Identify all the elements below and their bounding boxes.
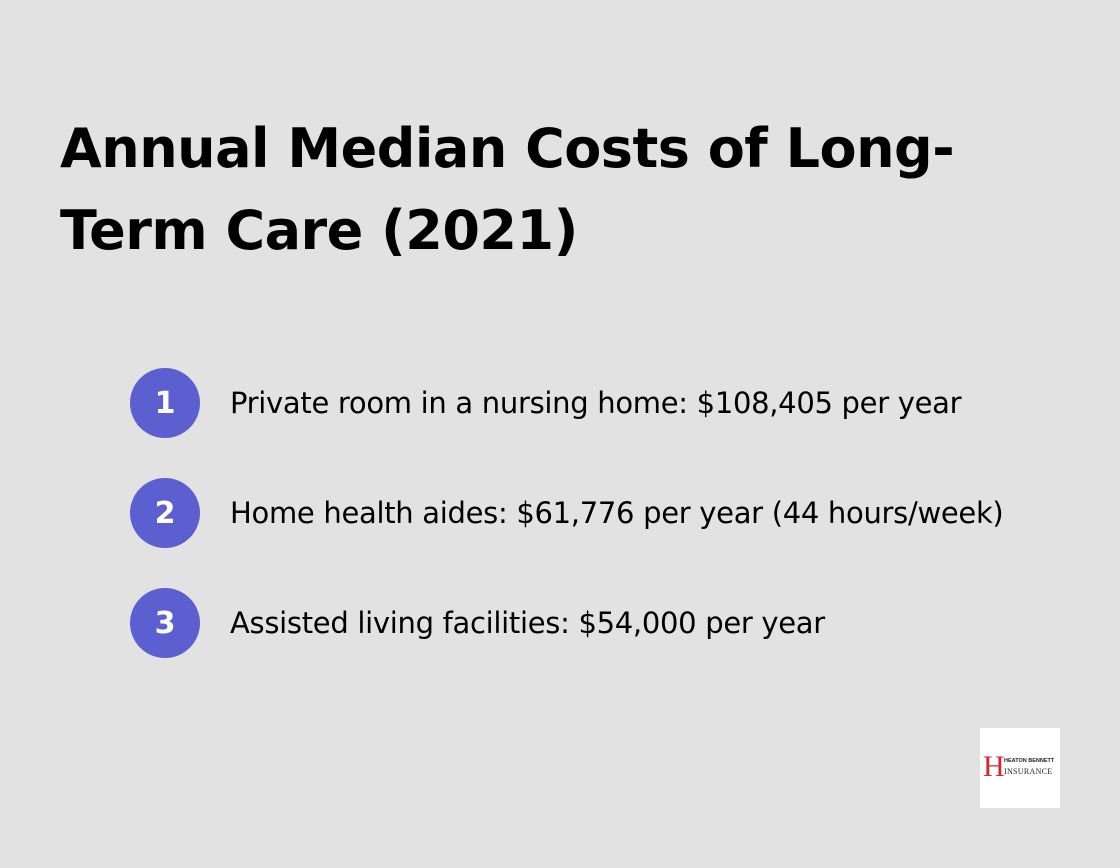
list-item: 2 Home health aides: $61,776 per year (4… [130, 478, 1004, 548]
logo-line1: HEATON BENNETT [1004, 758, 1055, 764]
list-item: 1 Private room in a nursing home: $108,4… [130, 368, 962, 438]
number-badge: 3 [130, 588, 200, 658]
item-text: Assisted living facilities: $54,000 per … [230, 606, 825, 640]
page-title: Annual Median Costs of Long-Term Care (2… [60, 117, 955, 262]
logo-line2: INSURANCE [1004, 767, 1053, 776]
item-text: Private room in a nursing home: $108,405… [230, 386, 962, 420]
item-text: Home health aides: $61,776 per year (44 … [230, 496, 1004, 530]
logo-letter: H [983, 750, 1005, 783]
number-badge: 2 [130, 478, 200, 548]
number-badge: 1 [130, 368, 200, 438]
list-item: 3 Assisted living facilities: $54,000 pe… [130, 588, 825, 658]
company-logo: H HEATON BENNETT INSURANCE [980, 728, 1060, 808]
